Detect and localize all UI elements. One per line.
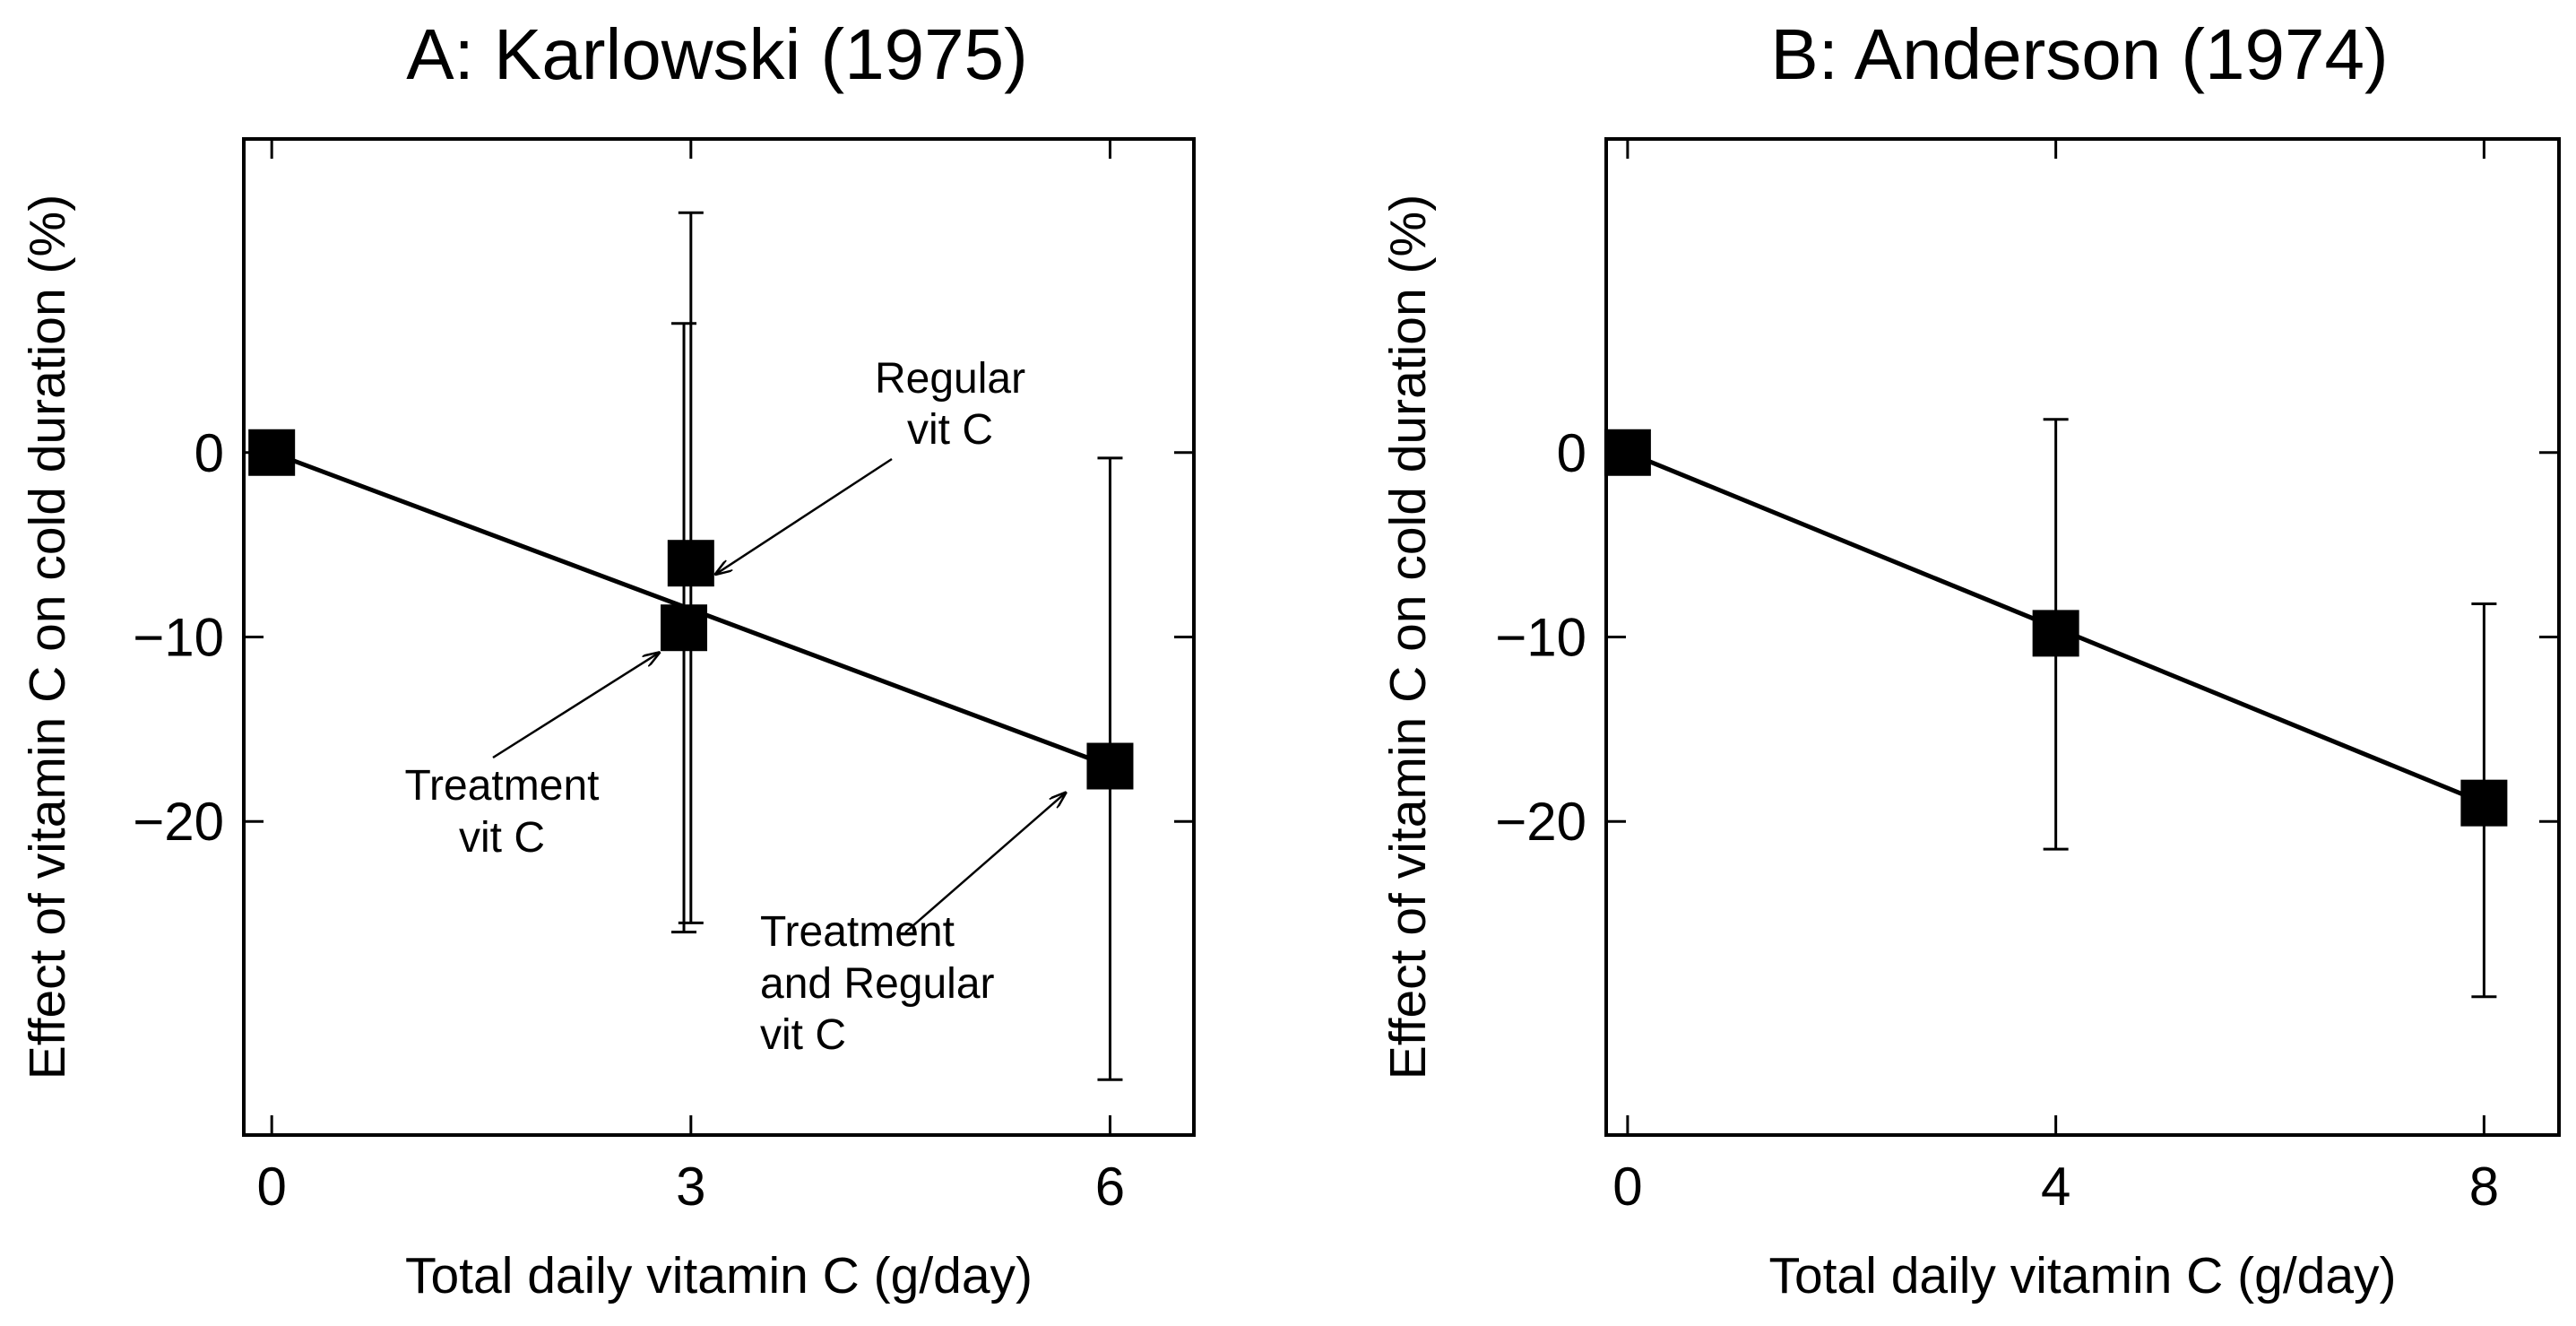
annotation-arrow — [492, 653, 659, 759]
annotation-text: Regular — [875, 355, 1025, 403]
x-tick-label: 0 — [256, 1157, 286, 1217]
chart-title: A: Karlowski (1975) — [406, 14, 1028, 94]
chart-title: B: Anderson (1974) — [1770, 14, 2388, 94]
annotation-arrow — [716, 457, 893, 574]
chart-panel-b: B: Anderson (1974) Total daily vitamin C … — [1379, 14, 2561, 1304]
data-point — [1604, 429, 1651, 476]
x-axis-label: Total daily vitamin C (g/day) — [405, 1247, 1033, 1304]
annotation-text: vit C — [760, 1011, 846, 1059]
x-axis-label: Total daily vitamin C (g/day) — [1768, 1247, 2396, 1304]
y-axis-label: Effect of vitamin C on cold duration (%) — [1379, 195, 1437, 1079]
plot-frame — [242, 137, 1196, 1137]
chart-panel-a: A: Karlowski (1975) Total daily vitamin C… — [19, 14, 1196, 1304]
y-tick-label: 0 — [194, 423, 224, 483]
data-point — [2460, 779, 2508, 827]
data-point — [248, 429, 296, 476]
data-point — [661, 604, 708, 652]
annotation-text: vit C — [907, 406, 993, 454]
y-axis-label: Effect of vitamin C on cold duration (%) — [19, 195, 76, 1079]
x-tick-label: 6 — [1095, 1157, 1125, 1217]
x-tick-label: 3 — [676, 1157, 705, 1217]
x-tick-label: 4 — [2041, 1157, 2070, 1217]
x-tick-label: 0 — [1612, 1157, 1642, 1217]
y-tick-label: −20 — [1495, 792, 1586, 852]
annotation-text: and Regular — [760, 960, 995, 1008]
data-point — [1086, 742, 1134, 790]
y-tick-label: −10 — [133, 608, 224, 668]
y-tick-label: −10 — [1495, 608, 1586, 668]
data-point — [667, 540, 714, 587]
y-tick-label: 0 — [1557, 423, 1586, 483]
annotation-text: vit C — [459, 814, 545, 862]
annotation-arrow — [904, 793, 1065, 933]
annotation-text: Treatment — [760, 908, 955, 956]
y-tick-label: −20 — [133, 792, 224, 852]
annotation-text: Treatment — [405, 762, 600, 810]
data-point — [2032, 610, 2079, 657]
x-tick-label: 8 — [2469, 1157, 2499, 1217]
